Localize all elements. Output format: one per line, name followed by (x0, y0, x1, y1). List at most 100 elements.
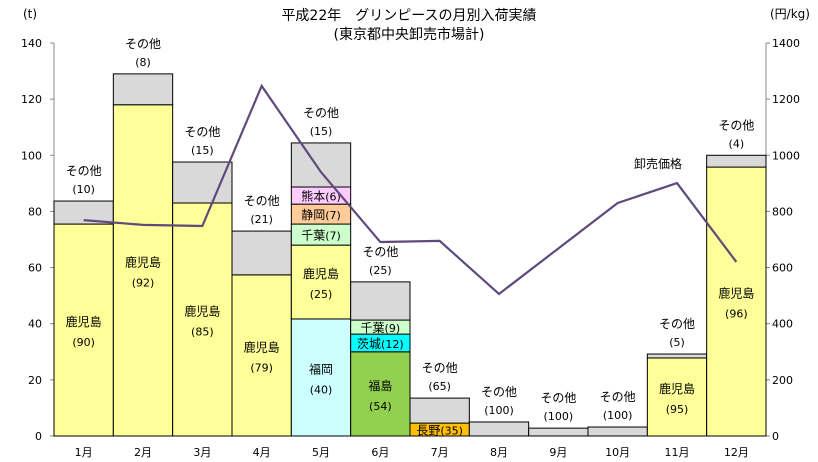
data-label-pct: (92) (132, 276, 155, 289)
x-tick-label: 9月 (549, 446, 567, 459)
y2-tick-label: 1200 (772, 93, 800, 106)
data-label-name: その他 (718, 118, 754, 132)
x-tick-label: 3月 (193, 446, 211, 459)
y-tick-label: 100 (21, 149, 42, 162)
data-label-pct: (54) (369, 400, 392, 413)
bar-segment (231, 274, 292, 437)
data-label-name: その他 (481, 385, 517, 399)
data-label-pct: (21) (250, 213, 273, 226)
bar-segment (290, 142, 352, 188)
data-label-name: 鹿児島 (184, 304, 220, 319)
y-tick-label: 40 (28, 318, 42, 331)
bar-segment (290, 244, 352, 320)
data-label-name: 鹿児島 (244, 339, 280, 354)
data-label-pct: (7) (325, 230, 341, 243)
y2-tick-label: 600 (772, 262, 793, 275)
data-label-pct: (9) (385, 322, 401, 335)
data-label-name: その他 (362, 245, 398, 259)
bar-segment (706, 154, 767, 168)
data-label-pct: (10) (72, 183, 95, 196)
data-label-name: 熊本 (301, 189, 325, 204)
data-label-name: その他 (422, 361, 458, 375)
bar-segment (231, 230, 292, 276)
bar-segment (706, 166, 767, 437)
data-label-name: その他 (540, 391, 576, 405)
data-label: 静岡(7) (301, 208, 341, 222)
data-label-pct: (12) (381, 338, 404, 351)
data-label-name: 長野 (416, 424, 440, 438)
data-label-pct: (15) (191, 144, 214, 157)
data-label: 千葉(7) (301, 229, 341, 243)
data-label-pct: (4) (729, 137, 745, 150)
data-label-pct: (90) (72, 336, 95, 349)
bar-segment (646, 353, 708, 359)
data-label-pct: (100) (603, 409, 633, 422)
data-label-pct: (79) (250, 361, 273, 374)
data-label: 茨城(12) (357, 337, 404, 351)
bar-segment (350, 281, 411, 321)
data-label-name: その他 (659, 317, 695, 331)
price-line (83, 83, 738, 296)
data-label-name: その他 (184, 125, 220, 139)
data-label-name: 鹿児島 (718, 286, 754, 301)
x-tick-label: 5月 (312, 446, 330, 459)
data-label-name: その他 (303, 106, 339, 120)
data-label-pct: (85) (191, 326, 214, 339)
data-label-name: その他 (66, 164, 102, 178)
line-label: 卸売価格 (634, 156, 682, 171)
data-label-name: 福岡 (309, 361, 333, 376)
x-tick-label: 2月 (134, 446, 152, 459)
y-tick-label: 0 (35, 430, 42, 443)
bar-segment (468, 421, 530, 437)
data-label-name: 鹿児島 (125, 254, 161, 269)
data-label: 長野(35) (416, 424, 463, 438)
data-label-pct: (100) (484, 404, 514, 417)
bar-segment (528, 427, 589, 437)
bar-segment (646, 357, 708, 437)
data-label-pct: (25) (369, 264, 392, 277)
bar-segment (350, 351, 411, 437)
y2-tick-label: 1400 (772, 37, 800, 50)
y2-tick-label: 0 (772, 430, 779, 443)
y-tick-label: 80 (28, 205, 42, 218)
data-label-name: 福島 (368, 378, 392, 393)
bar-segment (409, 397, 470, 424)
data-label-name: 静岡 (301, 208, 325, 222)
data-label-name: 千葉 (301, 229, 325, 243)
x-tick-label: 6月 (371, 446, 389, 459)
data-label-pct: (96) (725, 308, 748, 321)
x-tick-label: 12月 (724, 446, 749, 459)
data-label-name: 鹿児島 (659, 381, 695, 396)
data-label-name: その他 (125, 37, 161, 51)
data-label: 千葉(9) (361, 321, 401, 335)
bar-segment (587, 426, 648, 437)
y-tick-label: 20 (28, 374, 42, 387)
data-label-name: 鹿児島 (303, 266, 339, 281)
bar-segment (112, 73, 174, 106)
x-tick-label: 11月 (665, 446, 690, 459)
x-tick-label: 7月 (431, 446, 449, 459)
data-label-pct: (40) (310, 383, 333, 396)
y2-tick-label: 400 (772, 318, 793, 331)
y2-tick-label: 800 (772, 205, 793, 218)
bar-segment (172, 161, 233, 204)
y-tick-label: 140 (21, 37, 42, 50)
data-label-pct: (25) (310, 288, 333, 301)
x-tick-label: 1月 (75, 446, 93, 459)
data-label-name: 鹿児島 (66, 314, 102, 329)
data-label-pct: (5) (669, 336, 685, 349)
data-label-pct: (95) (666, 403, 689, 416)
bar-segment (290, 318, 352, 437)
data-label-name: 千葉 (361, 321, 385, 335)
data-label-pct: (35) (440, 425, 463, 438)
data-label-pct: (100) (544, 410, 574, 423)
data-label: 熊本(6) (301, 189, 341, 204)
data-label-name: その他 (244, 194, 280, 208)
data-label-pct: (15) (310, 125, 333, 138)
y-axis-label: (t) (23, 7, 37, 21)
chart-subtitle: (東京都中央卸売市場計) (334, 26, 485, 43)
y2-axis-label: (円/kg) (770, 7, 810, 21)
y-tick-label: 120 (21, 93, 42, 106)
